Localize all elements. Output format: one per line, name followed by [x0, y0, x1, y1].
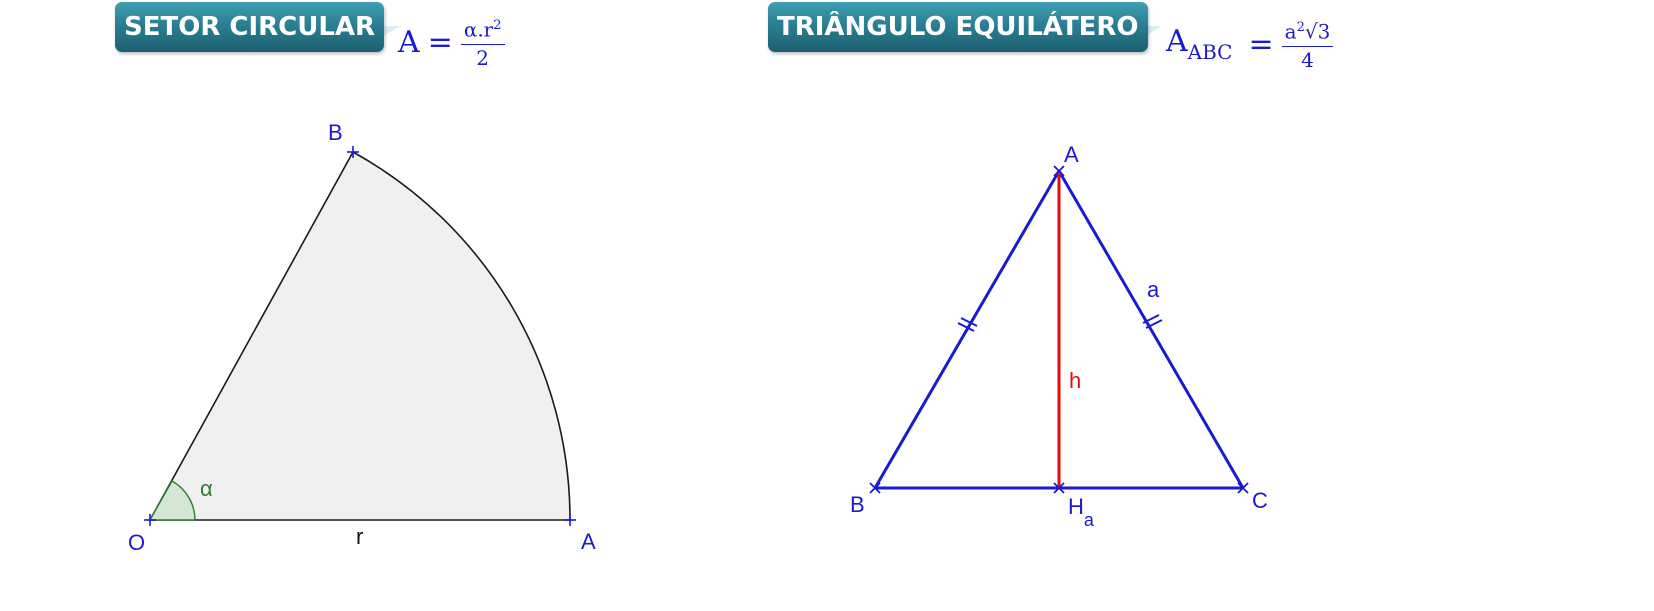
triangle-diagram: A B C Ha h a [850, 142, 1268, 530]
formula-numerator: α.r2 [460, 14, 505, 45]
formula-equals: = [427, 24, 453, 60]
side-ac [1057, 170, 1245, 489]
formula-denominator: 4 [1301, 47, 1314, 72]
label-height: h [1069, 368, 1081, 393]
formula-lhs: AABC [1166, 24, 1233, 65]
vertex-h-mark-2 [1053, 482, 1065, 494]
label-h-foot: Ha [1068, 494, 1095, 530]
tick-ab-1 [957, 322, 975, 332]
label-b: B [328, 120, 343, 145]
triangle-area-formula: AABC = a2√3 4 [1166, 16, 1334, 73]
sector-diagram: O A B r α [128, 120, 596, 555]
sector-area-formula: A = α.r2 2 [398, 14, 505, 71]
congruence-ticks [957, 314, 1163, 332]
label-side-a: a [1147, 277, 1160, 302]
sector-region [148, 150, 571, 521]
label-c-vertex: C [1252, 488, 1268, 513]
formula-fraction: α.r2 2 [460, 14, 505, 71]
label-a: A [581, 529, 596, 554]
label-r: r [356, 524, 363, 549]
formula-fraction: a2√3 4 [1281, 16, 1334, 73]
label-o: O [128, 530, 145, 555]
formula-denominator: 2 [476, 45, 490, 70]
triangle-title: TRIÂNGULO EQUILÁTERO [768, 2, 1148, 52]
formula-numerator: a2√3 [1281, 16, 1334, 47]
label-b-vertex: B [850, 492, 865, 517]
vertex-marks [869, 165, 1249, 494]
label-a-vertex: A [1064, 142, 1079, 167]
sector-panel: SETOR CIRCULAR A = α.r2 2 O A B r α [0, 0, 800, 611]
vertex-c-mark-2 [1237, 482, 1249, 494]
tick-ac-1 [1142, 314, 1160, 324]
sector-title: SETOR CIRCULAR [115, 2, 385, 52]
vertex-b-mark-2 [869, 482, 881, 494]
side-ab [873, 170, 1061, 489]
sector-point-marks [144, 146, 576, 526]
formula-equals: = [1248, 26, 1274, 62]
vertex-a-mark-2 [1053, 165, 1065, 177]
formula-lhs: A [398, 24, 420, 60]
tick-ac-2 [1145, 319, 1163, 329]
tick-ab-2 [960, 317, 978, 327]
angle-alpha-marker [148, 480, 196, 521]
triangle-panel: TRIÂNGULO EQUILÁTERO AABC = a2√3 4 [768, 0, 1654, 611]
label-alpha: α [200, 476, 213, 501]
